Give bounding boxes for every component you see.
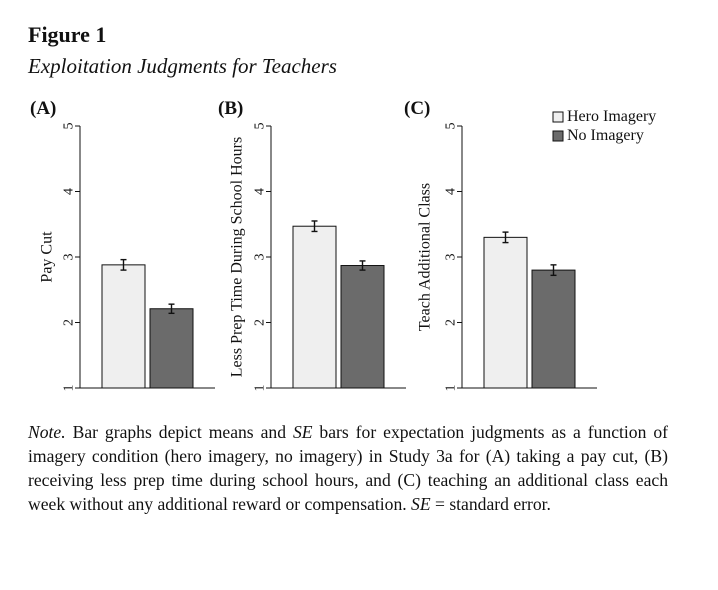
- note-se-2: SE: [411, 494, 431, 514]
- panel-c-tick-label: 4: [444, 188, 459, 195]
- panel-c-tick-label: 2: [444, 319, 459, 326]
- panel-a-label: (A): [30, 98, 56, 119]
- figure-title: Exploitation Judgments for Teachers: [28, 54, 337, 78]
- panel-a-tick-label: 5: [62, 123, 77, 130]
- panel-c-y-axis-title: Teach Additional Class: [417, 183, 434, 331]
- legend-none-swatch: [552, 130, 564, 142]
- panel-a-no-imagery-bar: [149, 308, 194, 389]
- panel-a-y-axis-title: Pay Cut: [39, 231, 56, 283]
- panel-a-tick-label: 2: [62, 319, 77, 326]
- panel-a-tick-label: 3: [62, 254, 77, 261]
- legend-hero-label: Hero Imagery: [567, 108, 656, 125]
- note-part-3: = standard error.: [430, 494, 551, 514]
- note-part-1: Bar graphs depict means and: [65, 422, 293, 442]
- panel-b-label: (B): [218, 98, 243, 119]
- panel-a-tick-label: 4: [62, 188, 77, 195]
- panel-b-tick-label: 4: [253, 188, 268, 195]
- panel-c-tick-label: 5: [444, 123, 459, 130]
- panel-b-tick-label: 3: [253, 254, 268, 261]
- panel-b-y-axis-title: Less Prep Time During School Hours: [229, 137, 246, 377]
- panel-c-tick-label: 1: [444, 385, 459, 392]
- panel-c-no-imagery-bar: [531, 269, 576, 389]
- panel-a-tick-label: 1: [62, 385, 77, 392]
- figure-note: Note. Bar graphs depict means and SE bar…: [28, 420, 668, 516]
- panel-b-no-imagery-bar: [340, 265, 385, 389]
- legend-hero-swatch: [552, 111, 564, 123]
- legend-none-label: No Imagery: [567, 127, 644, 144]
- panel-b-tick-label: 1: [253, 385, 268, 392]
- note-lead: Note.: [28, 422, 66, 442]
- note-part-2: bars for expectation judgments as a func…: [28, 422, 668, 514]
- panel-b-tick-label: 2: [253, 319, 268, 326]
- panel-c-label: (C): [404, 98, 430, 119]
- note-se-1: SE: [292, 422, 313, 442]
- panel-c-hero-imagery-bar: [483, 236, 528, 389]
- charts-canvas: (A) 1 2 3 4 5 Pay Cut (B) 1 2 3 4 5 Less Prep Time Du…: [30, 98, 656, 392]
- panel-b-hero-imagery-bar: [292, 225, 337, 389]
- panel-b-tick-label: 5: [253, 123, 268, 130]
- figure-label: Figure 1: [28, 22, 107, 47]
- panel-a-hero-imagery-bar: [101, 264, 146, 389]
- panel-c-tick-label: 3: [444, 254, 459, 261]
